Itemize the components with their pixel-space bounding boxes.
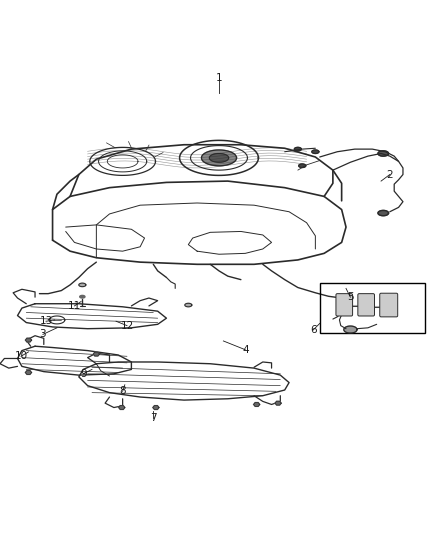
Text: 5: 5 <box>347 292 354 302</box>
Polygon shape <box>80 295 85 298</box>
Polygon shape <box>378 211 389 216</box>
Polygon shape <box>342 303 346 307</box>
Polygon shape <box>93 352 99 356</box>
Polygon shape <box>25 370 32 374</box>
Polygon shape <box>340 302 349 309</box>
Polygon shape <box>185 303 192 307</box>
Text: 3: 3 <box>39 329 46 340</box>
Polygon shape <box>209 154 229 162</box>
Bar <box>320 282 425 333</box>
Text: 9: 9 <box>80 369 87 379</box>
Polygon shape <box>119 406 125 409</box>
Polygon shape <box>362 302 371 309</box>
Polygon shape <box>383 301 394 310</box>
Polygon shape <box>275 401 281 405</box>
Text: 8: 8 <box>119 386 126 397</box>
Polygon shape <box>25 338 32 342</box>
Text: 2: 2 <box>386 169 393 180</box>
Text: 13: 13 <box>39 316 53 326</box>
Polygon shape <box>344 326 357 333</box>
FancyBboxPatch shape <box>358 294 374 316</box>
Text: 11: 11 <box>68 301 81 311</box>
Text: 7: 7 <box>150 413 157 423</box>
Polygon shape <box>79 283 86 287</box>
Polygon shape <box>201 150 237 166</box>
Text: 4: 4 <box>242 345 249 355</box>
Text: 6: 6 <box>310 325 317 335</box>
Polygon shape <box>378 151 389 156</box>
FancyBboxPatch shape <box>380 293 398 317</box>
FancyBboxPatch shape <box>336 294 353 316</box>
Polygon shape <box>299 164 306 167</box>
Polygon shape <box>364 303 368 307</box>
Text: 10: 10 <box>14 351 28 361</box>
Text: 1: 1 <box>215 73 223 83</box>
Polygon shape <box>312 150 319 154</box>
Polygon shape <box>153 406 159 409</box>
Polygon shape <box>254 402 260 406</box>
Text: 12: 12 <box>120 321 134 330</box>
Polygon shape <box>294 147 301 151</box>
